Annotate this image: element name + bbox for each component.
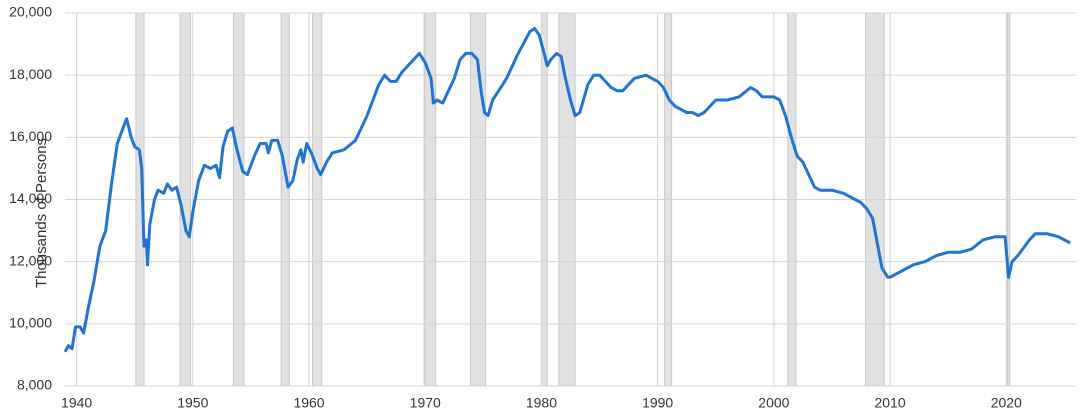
y-tick-label: 12,000 <box>9 252 52 268</box>
x-tick-label: 1970 <box>410 395 441 411</box>
x-tick-label: 2000 <box>758 395 789 411</box>
x-tick-label: 1950 <box>177 395 208 411</box>
y-tick-label: 20,000 <box>9 4 52 20</box>
x-tick-label: 2010 <box>874 395 905 411</box>
data-line <box>63 27 1071 353</box>
y-tick-label: 18,000 <box>9 66 52 82</box>
x-tick-label: 1960 <box>293 395 324 411</box>
y-axis-label: Thousands of Persons <box>33 138 50 288</box>
x-tick-label: 2020 <box>991 395 1022 411</box>
x-tick-label: 1940 <box>61 395 92 411</box>
y-tick-label: 10,000 <box>9 315 52 331</box>
y-tick-label: 16,000 <box>9 128 52 144</box>
y-tick-label: 14,000 <box>9 190 52 206</box>
y-tick-label: 8,000 <box>17 377 52 393</box>
x-tick-label: 1980 <box>526 395 557 411</box>
x-tick-label: 1990 <box>642 395 673 411</box>
